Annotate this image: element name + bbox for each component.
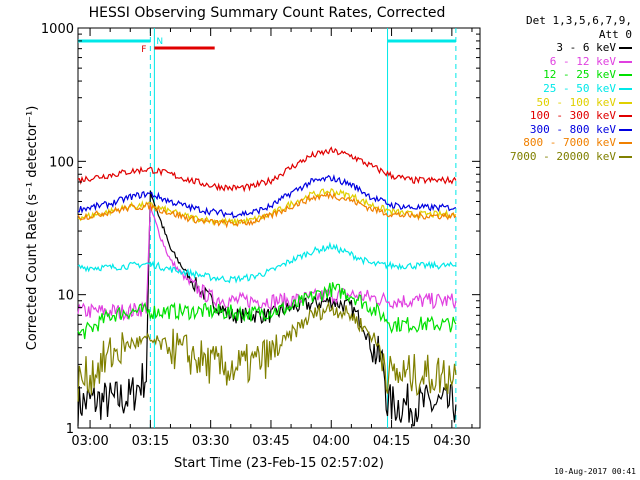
status-bars [78,39,456,50]
legend: Det 1,3,5,6,7,9, Att 0 3 - 6 keV 6 - 12 k… [462,14,632,164]
series-line [77,191,457,229]
legend-label: 12 - 25 keV [543,68,616,82]
legend-entry: 50 - 100 keV [462,96,632,110]
legend-label: 800 - 7000 keV [523,136,616,150]
series-line [77,204,457,322]
legend-entry: 100 - 300 keV [462,109,632,123]
legend-header-2: Att 0 [598,27,632,41]
legend-entry: 3 - 6 keV [462,41,632,55]
series-line [77,190,457,427]
legend-entry: 12 - 25 keV [462,68,632,82]
legend-entry: 7000 - 20000 keV [462,150,632,164]
legend-swatch [619,155,632,158]
series-line [77,301,457,402]
legend-entry: 25 - 50 keV [462,82,632,96]
event-lines [149,28,457,428]
legend-swatch [619,60,632,63]
y-axis-label: Corrected Count Rate (s⁻¹ detector⁻¹) [25,106,40,351]
legend-label: 3 - 6 keV [556,41,616,55]
legend-swatch [619,101,632,104]
legend-label: 25 - 50 keV [543,81,616,95]
series-line [77,241,456,284]
legend-swatch [619,128,632,131]
legend-entry: 800 - 7000 keV [462,136,632,150]
plot-frame [77,27,481,429]
legend-entry: 6 - 12 keV [462,55,632,69]
series-line [77,146,457,193]
legend-label: 100 - 300 keV [529,109,616,123]
legend-swatch [619,115,632,118]
y-tick-label: 1000 [41,22,74,37]
x-tick-label: 04:00 [313,434,350,449]
x-tick-label: 04:30 [433,434,470,449]
legend-swatch [619,142,632,145]
series-group [77,146,457,427]
night-marker: N [156,37,163,47]
legend-label: 50 - 100 keV [536,95,616,109]
timestamp: 10-Aug-2017 00:41 [554,467,636,476]
y-tick-label: 1 [66,422,74,437]
legend-label: 6 - 12 keV [549,54,616,68]
x-tick-label: 03:00 [71,434,108,449]
legend-entry: 300 - 800 keV [462,123,632,137]
legend-label: 7000 - 20000 keV [510,149,616,163]
series-line [77,174,457,219]
x-tick-label: 04:15 [373,434,410,449]
series-line [78,188,457,227]
legend-swatch [619,47,632,50]
chart-title: HESSI Observing Summary Count Rates, Cor… [89,5,446,21]
x-tick-label: 03:15 [132,434,169,449]
x-axis: 03:00 03:15 03:30 03:45 04:00 04:15 04:30 [71,28,473,449]
x-tick-label: 03:30 [192,434,229,449]
x-tick-label: 03:45 [252,434,289,449]
x-axis-label: Start Time (23-Feb-15 02:57:02) [174,456,384,471]
legend-label: 300 - 800 keV [529,122,616,136]
y-tick-label: 10 [57,289,74,304]
annotations: FN [141,37,163,55]
y-tick-label: 100 [49,155,74,170]
y-axis: 1 10 100 1000 [41,22,480,437]
series-line [77,282,457,340]
legend-swatch [619,87,632,90]
legend-entries: 3 - 6 keV 6 - 12 keV 12 - 25 keV 25 - 50 ke… [462,41,632,163]
flare-marker: F [141,45,146,55]
legend-swatch [619,74,632,77]
legend-header-1: Det 1,3,5,6,7,9, [526,14,632,27]
